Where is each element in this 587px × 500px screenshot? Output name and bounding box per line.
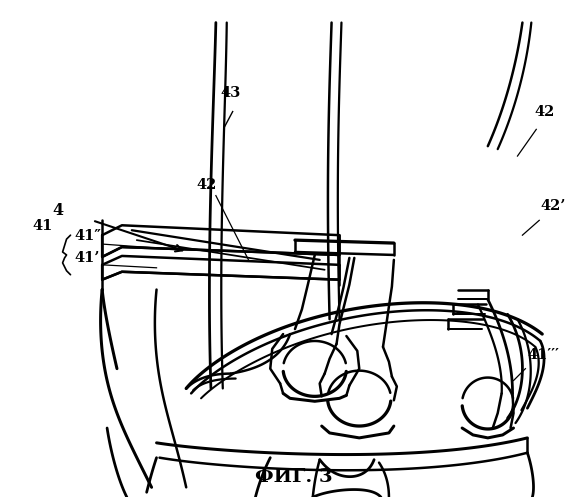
Text: 42: 42 <box>534 106 555 120</box>
Text: 42: 42 <box>196 178 217 192</box>
Text: ФИГ. 3: ФИГ. 3 <box>255 468 332 486</box>
Text: 4: 4 <box>52 202 63 219</box>
Text: 41’: 41’ <box>75 251 100 265</box>
Text: 42’: 42’ <box>540 200 566 213</box>
Text: 43: 43 <box>221 86 241 100</box>
Text: 41′′′: 41′′′ <box>527 348 559 362</box>
Text: 41: 41 <box>33 219 53 233</box>
Text: 41″: 41″ <box>75 229 102 243</box>
